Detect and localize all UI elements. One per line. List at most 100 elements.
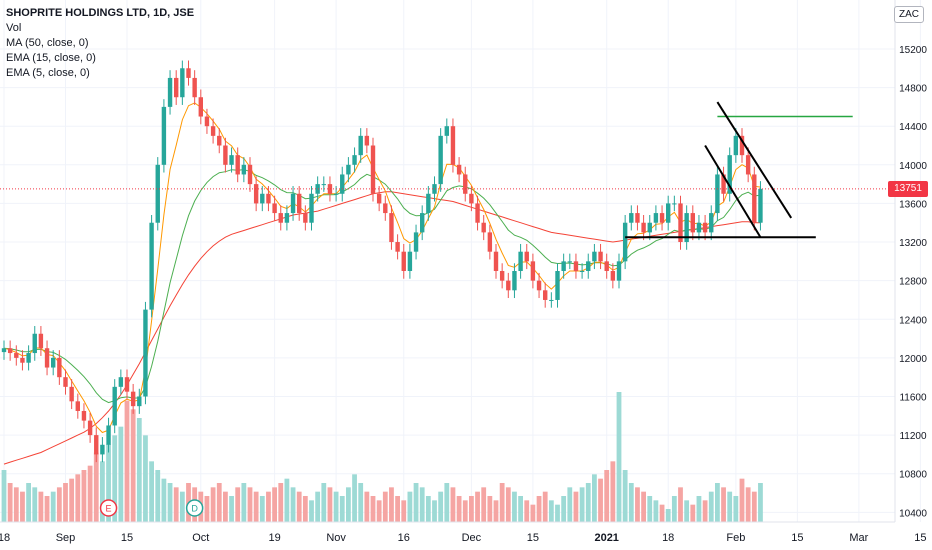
candle-body: [112, 386, 117, 426]
currency-badge[interactable]: ZAC: [894, 6, 924, 23]
y-tick-label: 15200: [899, 45, 927, 56]
candle-body: [260, 193, 265, 204]
legend-ema5[interactable]: EMA (5, close, 0): [6, 67, 90, 79]
volume-bar: [118, 426, 124, 522]
candle-body: [321, 184, 326, 186]
legend-ma50[interactable]: MA (50, close, 0): [6, 37, 89, 49]
last-price-tag: 13751: [888, 180, 928, 197]
volume-bar: [635, 487, 640, 522]
candle-body: [149, 222, 154, 310]
volume-bar: [678, 487, 683, 522]
volume-bar: [733, 496, 739, 522]
volume-bar: [641, 491, 646, 522]
legend-ema15[interactable]: EMA (15, close, 0): [6, 52, 96, 64]
volume-bar: [106, 444, 111, 522]
volume-bar: [161, 478, 167, 522]
volume-bar: [315, 491, 321, 522]
x-tick-label: 15: [121, 532, 133, 544]
candle-body: [598, 251, 603, 262]
candle-body: [333, 193, 339, 195]
volume-bar: [81, 470, 87, 522]
volume-bar: [690, 504, 696, 522]
candle-body: [512, 271, 517, 291]
volume-bar: [462, 500, 468, 522]
x-tick-label: Nov: [326, 532, 346, 544]
volume-bar: [309, 500, 314, 522]
candle-body: [309, 193, 314, 223]
volume-bar: [358, 483, 364, 522]
legend-vol[interactable]: Vol: [6, 22, 22, 34]
candle-body: [450, 126, 456, 165]
x-tick-label: 15: [914, 532, 926, 544]
candle-body: [143, 309, 148, 397]
candle-body: [303, 213, 308, 223]
candle-body: [284, 213, 290, 223]
candle-body: [641, 222, 646, 233]
candle-body: [444, 126, 449, 136]
volume-bar: [204, 496, 210, 522]
volume-bar: [475, 491, 480, 522]
volume-bar: [450, 487, 456, 522]
volume-bar: [419, 487, 425, 522]
candle-body: [253, 184, 259, 204]
volume-bar: [376, 500, 382, 522]
volume-bar: [407, 491, 413, 522]
volume-bar: [290, 487, 296, 522]
volume-bar: [229, 496, 234, 522]
volume-bar: [653, 500, 659, 522]
x-tick-label: 16: [398, 532, 410, 544]
y-tick-label: 14000: [899, 161, 927, 172]
candle-body: [727, 155, 732, 194]
legend: SHOPRITE HOLDINGS LTD, 1D, JSE Vol MA (5…: [6, 6, 194, 81]
volume-bar: [481, 487, 487, 522]
candle-body: [7, 348, 13, 354]
candle-body: [370, 145, 376, 194]
candle-body: [26, 353, 31, 363]
candle-body: [376, 193, 382, 204]
candle-body: [167, 77, 173, 107]
candle-body: [210, 126, 216, 136]
candle-body: [684, 213, 689, 243]
x-tick-label: 18: [662, 532, 674, 544]
candle-body: [180, 68, 185, 98]
volume-bar: [493, 500, 499, 522]
candle-body: [352, 155, 357, 165]
candle-body: [616, 261, 622, 281]
volume-bar: [425, 496, 431, 522]
volume-bar: [696, 496, 702, 522]
y-tick-label: 11600: [899, 393, 927, 404]
x-tick-label: Sep: [56, 532, 76, 544]
volume-bar: [518, 496, 523, 522]
candle-body: [745, 155, 751, 175]
volume-bar: [50, 491, 56, 522]
candle-body: [358, 135, 363, 156]
candle-body: [137, 396, 142, 407]
symbol-title[interactable]: SHOPRITE HOLDINGS LTD, 1D, JSE: [6, 7, 195, 19]
candle-body: [204, 116, 210, 127]
candle-body: [635, 213, 640, 223]
candle-body: [475, 203, 480, 223]
volume-bar: [604, 470, 610, 522]
y-tick-label: 10800: [899, 470, 927, 481]
volume-bar: [382, 491, 388, 522]
volume-bar: [124, 400, 130, 522]
candle-body: [346, 164, 351, 175]
candle-body: [186, 68, 191, 78]
volume-bar: [32, 487, 38, 522]
x-tick-label: 2021: [594, 532, 618, 544]
volume-bar: [585, 483, 591, 522]
volume-bar: [524, 500, 530, 522]
y-tick-label: 11200: [899, 431, 927, 442]
candle-body: [278, 213, 283, 223]
candle-body: [340, 174, 345, 194]
volume-bar: [438, 491, 444, 522]
candle-body: [456, 164, 462, 175]
volume-bar: [708, 491, 714, 522]
volume-bar: [149, 461, 154, 522]
y-tick-label: 14800: [899, 84, 927, 95]
volume-bar: [548, 500, 554, 522]
volume-bar: [598, 478, 603, 522]
candle-body: [217, 135, 222, 146]
volume-bar: [173, 487, 179, 522]
